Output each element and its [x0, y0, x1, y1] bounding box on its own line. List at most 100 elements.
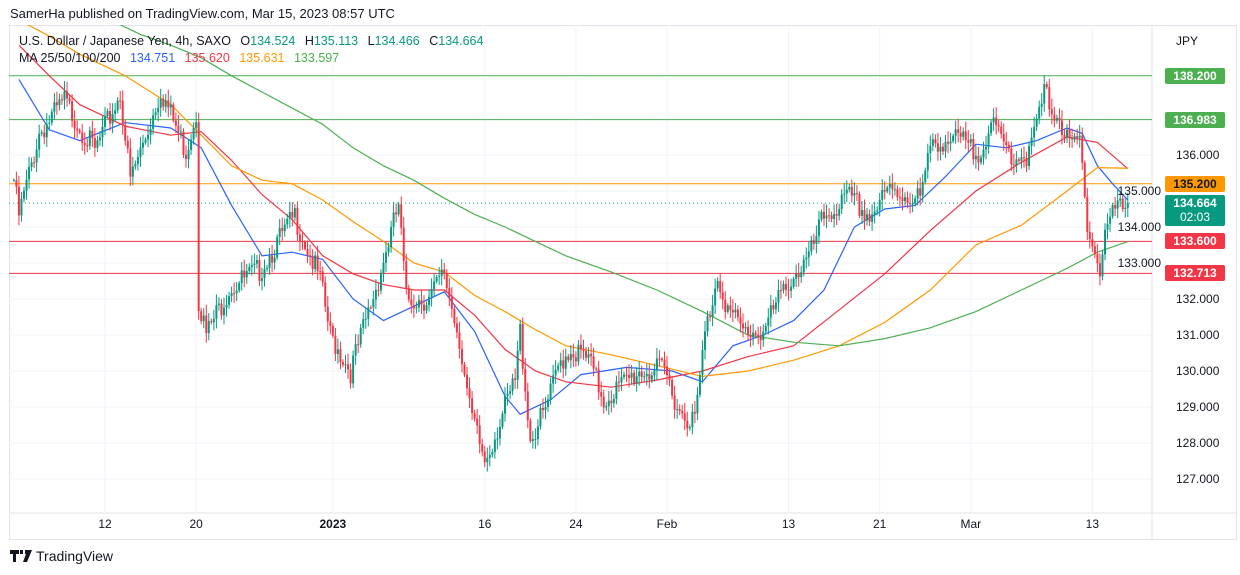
candle-body	[73, 120, 76, 129]
candle	[944, 134, 947, 158]
candle	[422, 295, 425, 320]
candle-body	[162, 98, 165, 107]
candle-body	[369, 307, 372, 309]
candle-body	[281, 228, 284, 232]
candle-body	[147, 134, 150, 140]
candle-body	[205, 315, 208, 334]
candle-body	[486, 457, 489, 463]
candle-body	[828, 215, 831, 217]
candle-body	[686, 420, 689, 429]
candle-body	[443, 269, 446, 274]
candle	[519, 319, 522, 355]
candle	[767, 308, 770, 335]
candle-body	[362, 319, 365, 328]
candle-body	[463, 364, 466, 375]
candle	[1111, 202, 1114, 219]
candle	[919, 177, 922, 206]
candle	[820, 209, 823, 222]
candle	[579, 334, 582, 359]
candle	[648, 364, 651, 389]
candle	[600, 381, 603, 407]
price-chart[interactable]	[9, 25, 1237, 540]
candle-body	[1101, 254, 1104, 277]
candle	[564, 348, 567, 376]
candle	[258, 254, 261, 287]
candle	[777, 279, 780, 312]
candle-body	[1116, 200, 1119, 209]
candle-body	[741, 323, 744, 329]
candle	[1033, 116, 1036, 147]
candle-body	[195, 122, 198, 128]
candle-body	[800, 272, 803, 278]
candle-body	[822, 211, 825, 219]
tradingview-brand[interactable]: TradingView	[10, 548, 113, 564]
candle-body	[177, 125, 180, 133]
candle-body	[721, 292, 724, 300]
candle	[364, 308, 367, 329]
candle-body	[1010, 148, 1013, 165]
candle	[1050, 98, 1053, 125]
candle-body	[825, 215, 828, 219]
candle-body	[154, 112, 157, 116]
candle-body	[357, 344, 360, 346]
candle-body	[1106, 223, 1109, 230]
candle	[488, 445, 491, 467]
candle-body	[724, 299, 727, 312]
candle	[1073, 132, 1076, 143]
candle-body	[273, 257, 276, 263]
candles	[12, 75, 1129, 472]
candle-body	[848, 187, 851, 190]
candle-body	[630, 372, 633, 378]
candle	[1093, 241, 1096, 259]
candle-body	[220, 303, 223, 316]
candle-body	[86, 145, 89, 147]
candle	[362, 312, 365, 335]
candle-body	[526, 391, 529, 421]
candle-body	[329, 321, 332, 326]
candle-body	[319, 271, 322, 273]
candle	[1005, 131, 1008, 154]
candle	[273, 249, 276, 270]
candle-body	[1098, 263, 1101, 277]
candle	[164, 93, 167, 113]
candle	[78, 128, 81, 135]
candle	[33, 156, 36, 168]
candle	[557, 362, 560, 373]
candle-body	[458, 332, 461, 349]
candle	[304, 240, 307, 251]
candle-body	[314, 255, 317, 270]
candle-body	[767, 317, 770, 326]
candle	[1101, 250, 1104, 281]
candle-body	[1020, 157, 1023, 161]
candle	[71, 93, 74, 128]
candle	[124, 119, 127, 146]
candle-body	[304, 241, 307, 249]
candle	[536, 419, 539, 446]
candle-body	[129, 148, 132, 177]
candle	[668, 368, 671, 387]
candle	[319, 260, 322, 281]
candle	[541, 398, 544, 419]
candle-body	[60, 99, 63, 101]
candle	[990, 119, 993, 137]
candle	[450, 287, 453, 318]
candle	[904, 192, 907, 206]
candle-body	[296, 208, 299, 235]
candle-body	[349, 369, 352, 384]
candle-body	[504, 395, 507, 414]
candle	[602, 389, 605, 414]
candle	[144, 137, 147, 145]
candle-body	[1028, 145, 1031, 166]
candle	[1096, 244, 1099, 273]
candle-body	[729, 305, 732, 310]
candle	[341, 359, 344, 368]
candle-body	[812, 240, 815, 244]
candle-body	[519, 324, 522, 351]
y-tick-label: 134.000	[1117, 220, 1161, 234]
candle-body	[524, 368, 527, 392]
candle	[1066, 124, 1069, 143]
candle	[795, 264, 798, 288]
candle	[617, 371, 620, 392]
level-price-label: 136.983	[1165, 111, 1225, 128]
candle	[612, 393, 615, 408]
